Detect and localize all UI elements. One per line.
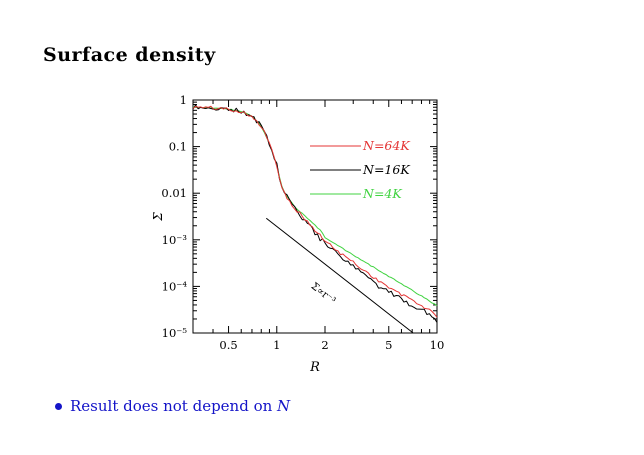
series-line-n-4k [192,106,438,307]
y-axis-label: Σ [151,212,165,222]
legend-label-n-16k: N=16K [362,162,410,177]
bullet-item: Result does not depend on N [55,397,290,415]
legend-label-n-4k: N=4K [362,186,402,201]
y-tick-label: 10⁻⁴ [162,279,188,293]
y-tick-label: 0.1 [169,140,187,154]
series-line-n-16k [192,104,438,323]
x-axis-label: R [309,360,320,375]
x-tick-label: 10 [430,338,445,352]
y-tick-label: 10⁻⁵ [162,326,188,340]
bullet-math-n: N [277,397,291,415]
y-tick-label: 10⁻³ [162,233,188,247]
page-title: Surface density [43,44,216,66]
series-line-n-64k [192,105,438,318]
reference-annotation: Σ∝r⁻³ [309,281,338,307]
x-tick-label: 0.5 [219,338,237,352]
plot-frame [192,99,438,334]
legend-label-n-64k: N=64K [362,138,410,153]
y-tick-label: 0.01 [161,186,187,200]
bullet-icon [55,402,62,410]
x-tick-label: 1 [273,338,280,352]
bullet-text: Result does not depend on N [70,397,291,415]
y-tick-label: 1 [180,93,187,107]
x-tick-label: 5 [385,338,392,352]
x-tick-label: 2 [321,338,328,352]
reference-line [265,217,414,334]
